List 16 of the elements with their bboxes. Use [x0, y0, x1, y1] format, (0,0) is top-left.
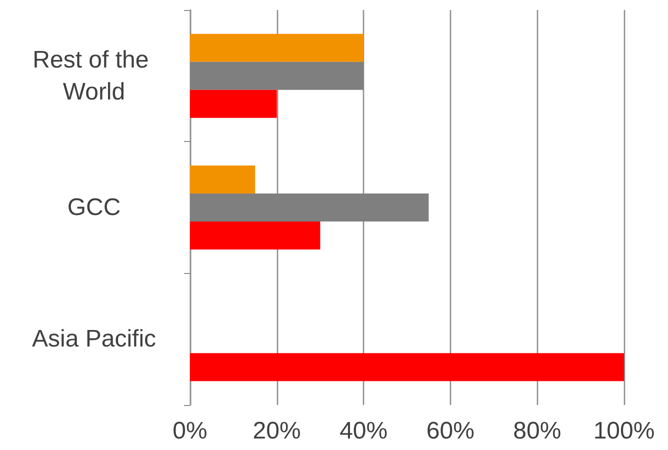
x-tick-label: 60%: [426, 418, 474, 444]
bar: [190, 194, 429, 222]
bar: [190, 353, 624, 382]
bar: [190, 90, 277, 118]
bar: [190, 62, 364, 90]
y-tick-label: Rest of the World: [32, 46, 156, 106]
x-tick-label: 0%: [172, 418, 208, 444]
bar: [190, 222, 320, 250]
x-tick-label: 100%: [593, 418, 655, 444]
y-tick-label: GCC: [67, 194, 121, 221]
y-tick-label: Asia Pacific: [32, 326, 156, 353]
x-tick-label: 80%: [513, 418, 562, 444]
x-tick-label: 40%: [340, 418, 388, 444]
bar: [190, 166, 256, 194]
bar: [190, 34, 364, 62]
x-tick-label: 20%: [252, 418, 301, 444]
